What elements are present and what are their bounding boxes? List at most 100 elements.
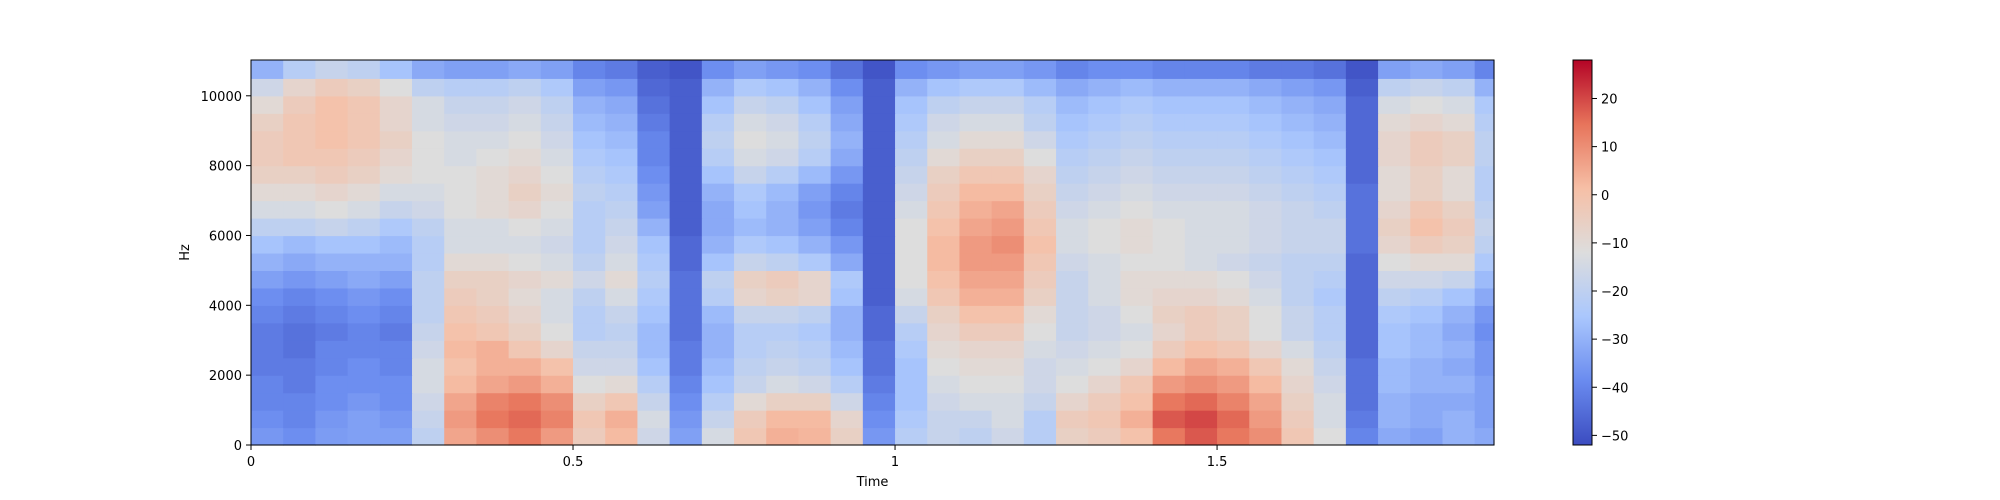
heatmap-cell xyxy=(347,78,381,97)
heatmap-cell xyxy=(991,95,1025,114)
x-tick-label: 1 xyxy=(891,455,899,470)
heatmap-cell xyxy=(251,165,284,184)
heatmap-cell xyxy=(637,287,671,306)
heatmap-cell xyxy=(1474,392,1495,411)
heatmap-cell xyxy=(1184,305,1218,324)
heatmap-cell xyxy=(1249,60,1283,79)
heatmap-cell xyxy=(379,392,413,411)
y-tick-label: 0 xyxy=(234,439,242,454)
heatmap-cell xyxy=(1410,113,1444,132)
heatmap-cell xyxy=(1313,235,1347,254)
heatmap-cell xyxy=(766,427,800,446)
heatmap-cell xyxy=(540,410,574,429)
heatmap-cell xyxy=(1378,340,1411,359)
heatmap-cell xyxy=(701,410,735,429)
heatmap-cell xyxy=(1249,340,1283,359)
heatmap-cell xyxy=(476,340,510,359)
heatmap-cell xyxy=(1313,60,1347,79)
heatmap-cell xyxy=(1345,235,1379,254)
heatmap-cell xyxy=(701,95,735,114)
heatmap-cell xyxy=(798,270,832,289)
heatmap-cell xyxy=(669,252,703,271)
heatmap-cell xyxy=(1313,270,1347,289)
heatmap-cell xyxy=(476,148,510,167)
heatmap-cell xyxy=(412,357,445,376)
heatmap-cell xyxy=(1120,60,1154,79)
heatmap-cell xyxy=(1313,113,1347,132)
heatmap-cell xyxy=(734,95,767,114)
heatmap-cell xyxy=(1120,235,1154,254)
heatmap-cell xyxy=(1120,322,1154,341)
heatmap-cell xyxy=(1410,357,1444,376)
heatmap-cell xyxy=(1023,392,1057,411)
heatmap-cell xyxy=(1442,60,1476,79)
heatmap-cell xyxy=(573,322,606,341)
heatmap-cell xyxy=(1474,270,1495,289)
heatmap-cell xyxy=(1023,60,1057,79)
heatmap-cell xyxy=(508,148,542,167)
plot-frame xyxy=(250,59,1495,446)
heatmap-cell xyxy=(573,60,606,79)
heatmap-cell xyxy=(1152,305,1186,324)
heatmap-cell xyxy=(1184,60,1218,79)
x-tick-label: 1.5 xyxy=(1207,455,1228,470)
heatmap-cell xyxy=(1474,340,1495,359)
heatmap-cell xyxy=(347,270,381,289)
heatmap-cell xyxy=(1249,322,1283,341)
heatmap-cell xyxy=(1442,357,1476,376)
heatmap-cell xyxy=(1184,427,1218,446)
heatmap-cell xyxy=(1378,200,1411,219)
heatmap-cell xyxy=(830,200,864,219)
heatmap-cell xyxy=(379,200,413,219)
heatmap-cell xyxy=(1023,235,1057,254)
heatmap-cell xyxy=(347,165,381,184)
heatmap-cell xyxy=(734,340,767,359)
heatmap-cell xyxy=(1378,235,1411,254)
heatmap-cell xyxy=(1120,305,1154,324)
heatmap-cell xyxy=(412,287,445,306)
heatmap-cell xyxy=(1120,218,1154,237)
heatmap-cell xyxy=(605,200,639,219)
heatmap-cell xyxy=(701,305,735,324)
heatmap-cell xyxy=(1281,130,1315,149)
heatmap-cell xyxy=(1217,148,1250,167)
heatmap-cell xyxy=(540,357,574,376)
heatmap-cell xyxy=(895,95,928,114)
heatmap-cell xyxy=(1088,287,1122,306)
heatmap-cell xyxy=(444,165,478,184)
heatmap-cell xyxy=(766,130,800,149)
heatmap-cell xyxy=(959,60,993,79)
heatmap-cell xyxy=(734,165,767,184)
heatmap-cell xyxy=(1410,235,1444,254)
heatmap-cell xyxy=(412,375,445,394)
heatmap-cell xyxy=(379,305,413,324)
heatmap-cell xyxy=(315,392,349,411)
heatmap-cell xyxy=(540,60,574,79)
heatmap-cell xyxy=(991,322,1025,341)
heatmap-cell xyxy=(444,252,478,271)
heatmap-cell xyxy=(701,235,735,254)
heatmap-cell xyxy=(1474,375,1495,394)
heatmap-cell xyxy=(379,130,413,149)
heatmap-cell xyxy=(1313,357,1347,376)
heatmap-cell xyxy=(573,340,606,359)
heatmap-cell xyxy=(1410,427,1444,446)
heatmap-cell xyxy=(991,200,1025,219)
heatmap-cell xyxy=(991,130,1025,149)
heatmap-cell xyxy=(1442,200,1476,219)
heatmap-cell xyxy=(959,340,993,359)
heatmap-cell xyxy=(991,427,1025,446)
heatmap-cell xyxy=(1442,340,1476,359)
heatmap-cell xyxy=(605,357,639,376)
heatmap-cell xyxy=(1313,392,1347,411)
heatmap-cell xyxy=(476,218,510,237)
heatmap-cell xyxy=(1056,270,1089,289)
heatmap-cell xyxy=(701,130,735,149)
heatmap-cell xyxy=(991,375,1025,394)
heatmap-cell xyxy=(1023,113,1057,132)
heatmap-cell xyxy=(379,252,413,271)
heatmap-cell xyxy=(347,218,381,237)
heatmap-cell xyxy=(315,252,349,271)
heatmap-cell xyxy=(315,78,349,97)
